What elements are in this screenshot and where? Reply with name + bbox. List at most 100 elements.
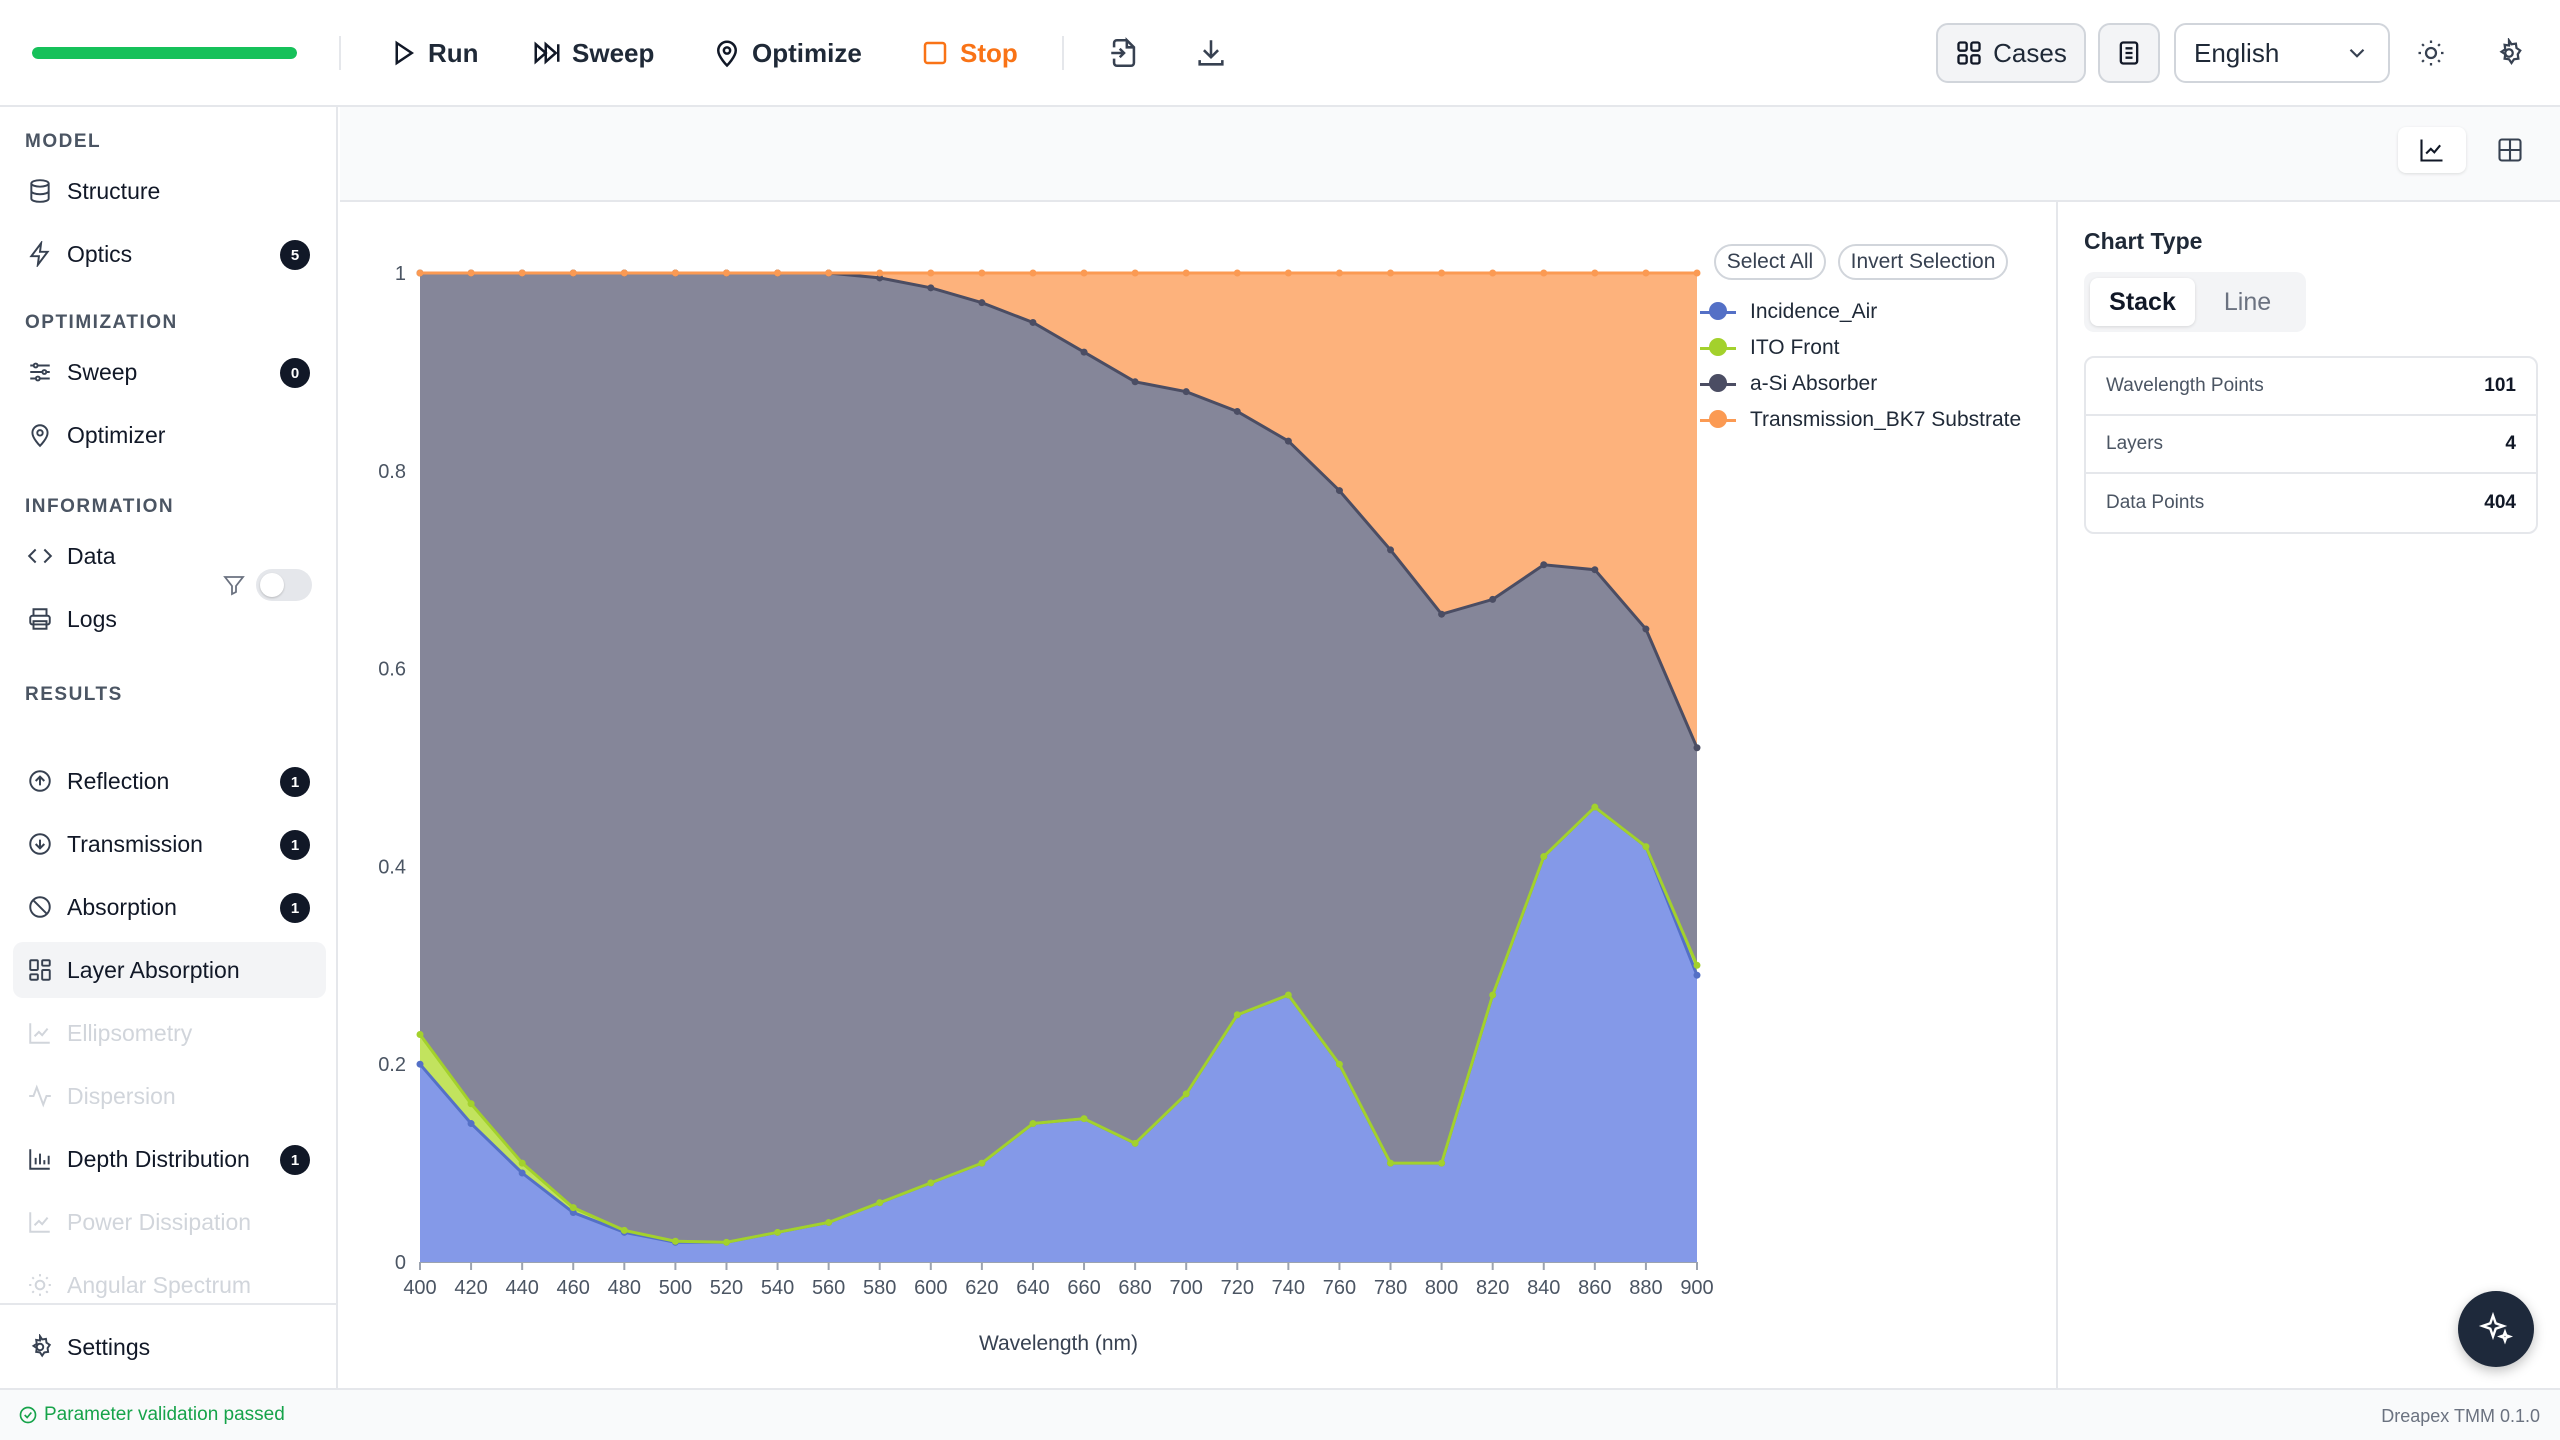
settings-gear-button[interactable] <box>2494 36 2524 68</box>
data-point <box>1591 803 1599 811</box>
sidebar-item-layer-absorption[interactable]: Layer Absorption <box>13 942 326 998</box>
language-select[interactable]: English <box>2174 23 2390 83</box>
legend-dot <box>1709 302 1727 320</box>
run-button[interactable]: Run <box>388 30 479 76</box>
stat-label: Wavelength Points <box>2106 375 2264 396</box>
ai-assistant-button[interactable] <box>2458 1291 2534 1367</box>
sidebar-item-optimizer[interactable]: Optimizer <box>13 407 326 463</box>
sidebar: MODEL Structure Optics 5 OPTIMIZATION Sw… <box>0 107 338 1388</box>
sidebar-item-label: Optimizer <box>67 421 166 448</box>
results-filter-toggle[interactable] <box>256 569 312 601</box>
sidebar-item-dispersion: Dispersion <box>13 1068 326 1124</box>
sidebar-item-power-dissipation: Power Dissipation <box>13 1194 326 1250</box>
sidebar-item-absorption[interactable]: Absorption 1 <box>13 879 326 935</box>
chevron-down-icon <box>2349 48 2365 58</box>
sidebar-item-label: Logs <box>67 605 117 632</box>
data-point <box>825 1218 833 1226</box>
invert-selection-button[interactable]: Invert Selection <box>1838 244 2008 280</box>
sidebar-item-optics[interactable]: Optics 5 <box>13 226 326 282</box>
x-tick-label: 700 <box>1170 1277 1203 1299</box>
stacked-area-chart[interactable]: 0 0.2 0.4 0.6 0.8 1 400 420 440 460 480 500 520 540 56… <box>340 202 2056 1388</box>
chart-view-button[interactable] <box>2398 127 2466 173</box>
data-point <box>1284 991 1292 999</box>
data-point <box>671 1237 679 1245</box>
sidebar-item-label: Settings <box>67 1333 151 1360</box>
area-incidence-air <box>420 807 1697 1262</box>
optimize-button[interactable]: Optimize <box>712 30 862 76</box>
chart-type-line[interactable]: Line <box>2223 287 2272 316</box>
import-button[interactable] <box>1107 36 1141 70</box>
data-point <box>1642 843 1650 851</box>
sidebar-item-reflection[interactable]: Reflection 1 <box>13 753 326 809</box>
export-button[interactable] <box>1194 36 1228 70</box>
gear-icon <box>31 1334 52 1358</box>
sidebar-item-label: Data <box>67 542 116 569</box>
legend-item[interactable]: ITO Front <box>1700 330 2021 366</box>
table-view-button[interactable] <box>2476 127 2544 173</box>
stop-button[interactable]: Stop <box>920 30 1018 76</box>
legend-item[interactable]: Incidence_Air <box>1700 294 2021 330</box>
chart-type-stack[interactable]: Stack <box>2090 278 2195 326</box>
sidebar-item-data[interactable]: Data <box>13 528 326 584</box>
stop-square-icon <box>923 41 947 65</box>
data-point <box>722 269 730 277</box>
filter-icon[interactable] <box>222 573 246 597</box>
sidebar-item-label: Layer Absorption <box>67 956 240 983</box>
data-point <box>1489 595 1497 603</box>
select-all-button[interactable]: Select All <box>1714 244 1826 280</box>
legend-swatch <box>1700 374 1736 394</box>
legend-item[interactable]: Transmission_BK7 Substrate <box>1700 402 2021 438</box>
gear-icon <box>2499 36 2522 66</box>
count-badge: 5 <box>280 240 310 270</box>
data-point <box>1591 566 1599 574</box>
data-point <box>1233 269 1241 277</box>
language-value: English <box>2194 37 2280 68</box>
data-point <box>1233 407 1241 415</box>
x-tick-label: 860 <box>1578 1277 1611 1299</box>
data-point <box>1540 853 1548 861</box>
sidebar-item-logs[interactable]: Logs <box>13 591 326 647</box>
top-toolbar: Run Sweep Optimize Stop Cases Engl <box>0 0 2560 107</box>
data-point <box>1540 561 1548 569</box>
legend-dot <box>1709 338 1727 356</box>
data-point <box>416 1060 424 1068</box>
toolbar-divider <box>339 36 341 70</box>
data-point <box>1489 269 1497 277</box>
x-tick-label: 760 <box>1323 1277 1356 1299</box>
data-point <box>467 269 475 277</box>
x-tick-label: 820 <box>1476 1277 1509 1299</box>
fast-forward-icon <box>534 41 560 65</box>
map-pin-icon <box>31 424 49 448</box>
data-point <box>1387 1159 1395 1167</box>
count-badge: 1 <box>280 767 310 797</box>
database-icon <box>30 179 50 203</box>
sidebar-item-settings[interactable]: Settings <box>13 1319 326 1375</box>
data-point <box>518 269 526 277</box>
data-point <box>927 1179 935 1187</box>
data-point <box>518 1169 526 1177</box>
sidebar-item-depth-distribution[interactable]: Depth Distribution 1 <box>13 1131 326 1187</box>
data-point <box>978 269 986 277</box>
map-pin-icon <box>716 40 738 68</box>
sidebar-item-transmission[interactable]: Transmission 1 <box>13 816 326 872</box>
sidebar-item-structure[interactable]: Structure <box>13 163 326 219</box>
x-tick-label: 420 <box>454 1277 487 1299</box>
optimize-label: Optimize <box>752 37 862 68</box>
theme-toggle-button[interactable] <box>2416 38 2446 68</box>
sweep-button[interactable]: Sweep <box>532 30 654 76</box>
legend-label: ITO Front <box>1750 336 1840 359</box>
printer-icon <box>29 608 51 630</box>
data-point <box>1642 625 1650 633</box>
legend-swatch <box>1700 302 1736 322</box>
sidebar-item-label: Depth Distribution <box>67 1145 250 1172</box>
legend-item[interactable]: a-Si Absorber <box>1700 366 2021 402</box>
y-tick-label: 0 <box>395 1252 406 1274</box>
section-title-model: MODEL <box>25 131 102 152</box>
sidebar-item-sweep[interactable]: Sweep 0 <box>13 344 326 400</box>
sliders-icon <box>30 362 50 382</box>
notes-button[interactable] <box>2098 23 2160 83</box>
data-point <box>1489 991 1497 999</box>
x-tick-label: 840 <box>1527 1277 1560 1299</box>
sun-icon <box>2418 40 2444 66</box>
cases-button[interactable]: Cases <box>1936 23 2086 83</box>
